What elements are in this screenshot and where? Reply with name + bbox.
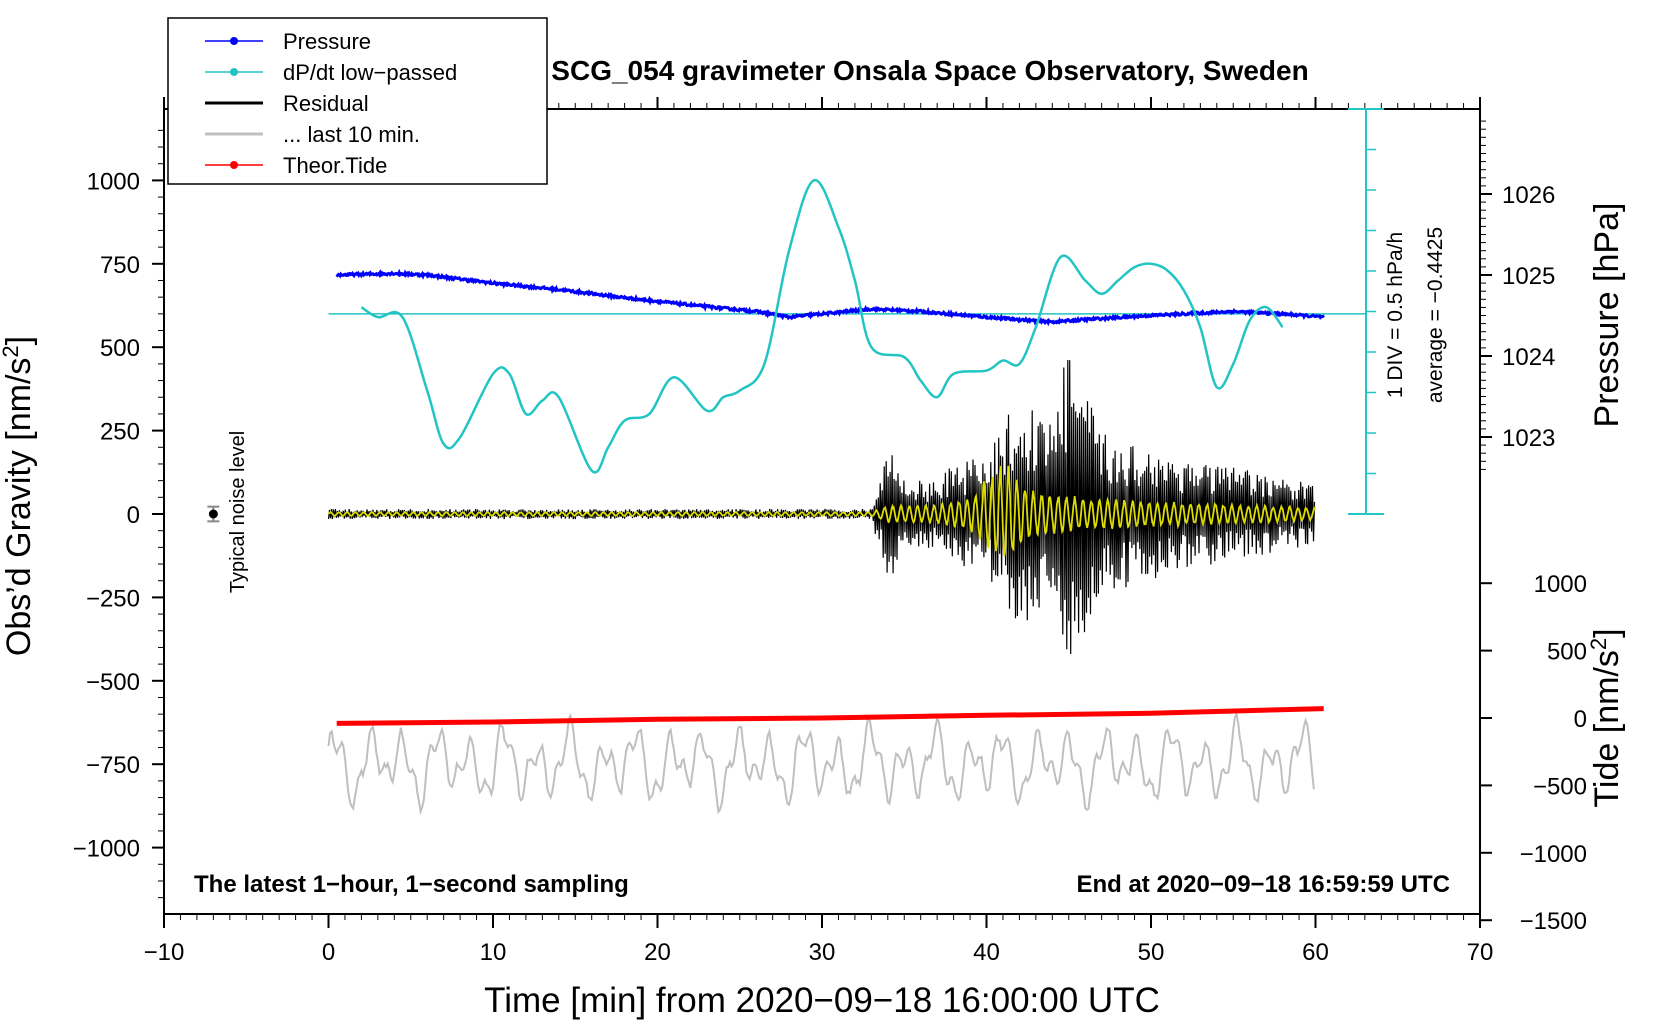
left-tick-label: −500 — [86, 669, 140, 696]
tide-axis-label: Tide [nm/s2] — [1586, 628, 1627, 807]
x-tick-label: 30 — [809, 939, 836, 966]
tide-tick-label: −1500 — [1520, 908, 1587, 935]
dpdt-average-label: average = −0.4425 — [1424, 227, 1447, 403]
last-10-min-line — [327, 711, 1315, 816]
x-tick-label: 60 — [1302, 939, 1329, 966]
left-tick-label: 500 — [100, 335, 140, 362]
dpdt-div-label: 1 DIV = 0.5 hPa/h — [1384, 232, 1407, 398]
pressure-tick-label: 1024 — [1502, 344, 1555, 371]
legend: Pressure dP/dt low−passed Residual ... last… — [167, 17, 548, 185]
x-tick-label: 0 — [322, 939, 335, 966]
tide-tick-label: 0 — [1574, 706, 1587, 733]
x-axis-label: Time [min] from 2020−09−18 16:00:00 UTC — [484, 981, 1160, 1020]
left-tick-label: −250 — [86, 585, 140, 612]
left-axis-label-end: ] — [0, 336, 38, 345]
left-tick-label: 250 — [100, 419, 140, 446]
x-tick-label: −10 — [144, 939, 185, 966]
pressure-tick-label: 1025 — [1502, 263, 1555, 290]
legend-label: Residual — [283, 91, 369, 116]
chart-title: SCG_054 gravimeter Onsala Space Observat… — [551, 55, 1308, 86]
legend-swatch-marker — [230, 37, 238, 45]
x-tick-label: 20 — [644, 939, 671, 966]
tide-tick-label: 1000 — [1534, 571, 1587, 598]
tide-tick-label: −500 — [1533, 773, 1587, 800]
end-time-annotation: End at 2020−09−18 16:59:59 UTC — [1076, 871, 1450, 898]
left-axis-label-main: Obs’d Gravity [nm/s — [0, 358, 38, 657]
left-axis-label-sup: 2 — [0, 345, 23, 357]
tide-axis-label-end: ] — [1588, 628, 1626, 637]
left-tick-label: 750 — [100, 252, 140, 279]
noise-level-label: Typical noise level — [227, 431, 249, 593]
x-tick-label: 50 — [1138, 939, 1165, 966]
x-tick-label: 40 — [973, 939, 1000, 966]
pressure-tick-label: 1026 — [1502, 182, 1555, 209]
filtered-residual-line — [327, 465, 1317, 557]
legend-box — [167, 17, 548, 185]
dpdt-line — [360, 179, 1284, 474]
legend-label: dP/dt low−passed — [283, 60, 457, 85]
pressure-line — [335, 268, 1325, 327]
x-tick-label: 10 — [480, 939, 507, 966]
left-tick-label: 0 — [127, 502, 140, 529]
legend-label: ... last 10 min. — [283, 122, 420, 147]
theor-tide-line — [336, 706, 1324, 726]
left-tick-label: −1000 — [73, 836, 140, 863]
plot-series — [327, 179, 1366, 816]
sampling-annotation: The latest 1−hour, 1−second sampling — [194, 871, 629, 898]
x-tick-label: 70 — [1467, 939, 1494, 966]
tide-axis-label-sup: 2 — [1586, 638, 1611, 650]
axes-ticks: −10 0 10 20 30 40 50 60 70 1000 750 500 250 0 −250 −500… — [73, 97, 1587, 966]
legend-label: Pressure — [283, 29, 371, 54]
left-axis-label: Obs’d Gravity [nm/s2] — [0, 336, 38, 656]
legend-swatch-marker — [230, 68, 238, 76]
left-tick-label: 1000 — [87, 168, 140, 195]
noise-marker — [208, 509, 218, 519]
pressure-axis-label: Pressure [hPa] — [1588, 203, 1626, 428]
tide-tick-label: −1000 — [1520, 841, 1587, 868]
legend-swatch-marker — [230, 161, 238, 169]
legend-label: Theor.Tide — [283, 153, 387, 178]
pressure-tick-label: 1023 — [1502, 425, 1555, 452]
left-tick-label: −750 — [86, 752, 140, 779]
tide-tick-label: 500 — [1547, 639, 1587, 666]
tide-axis-label-main: Tide [nm/s — [1588, 650, 1626, 807]
